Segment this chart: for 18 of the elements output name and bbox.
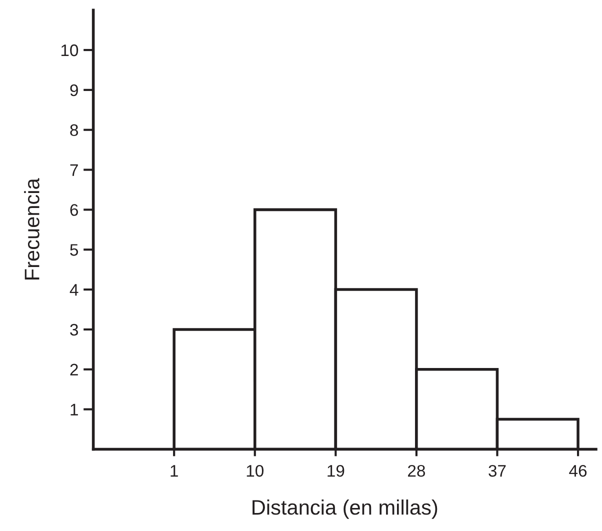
- y-tick-label: 8: [70, 124, 78, 136]
- x-tick-label: 10: [246, 464, 264, 477]
- y-tick-label: 9: [70, 84, 78, 96]
- y-tick-label: 2: [70, 364, 78, 376]
- y-tick-label: 1: [70, 404, 78, 416]
- x-tick-label: 37: [488, 464, 506, 477]
- y-tick-label: 3: [70, 324, 78, 336]
- x-tick-label: 46: [569, 464, 587, 477]
- y-tick-label: 10: [61, 44, 78, 56]
- x-tick-label: 19: [328, 464, 344, 477]
- x-tick-label: 28: [408, 464, 425, 477]
- y-tick-label: 7: [70, 164, 78, 176]
- y-tick-label: 4: [70, 284, 78, 296]
- y-tick-label: 6: [70, 204, 78, 216]
- y-axis-title: Frecuencia: [24, 178, 40, 280]
- y-tick-label: 5: [70, 244, 78, 256]
- x-axis-title: Distancia (en millas): [252, 499, 438, 519]
- x-tick-label: 1: [170, 465, 178, 477]
